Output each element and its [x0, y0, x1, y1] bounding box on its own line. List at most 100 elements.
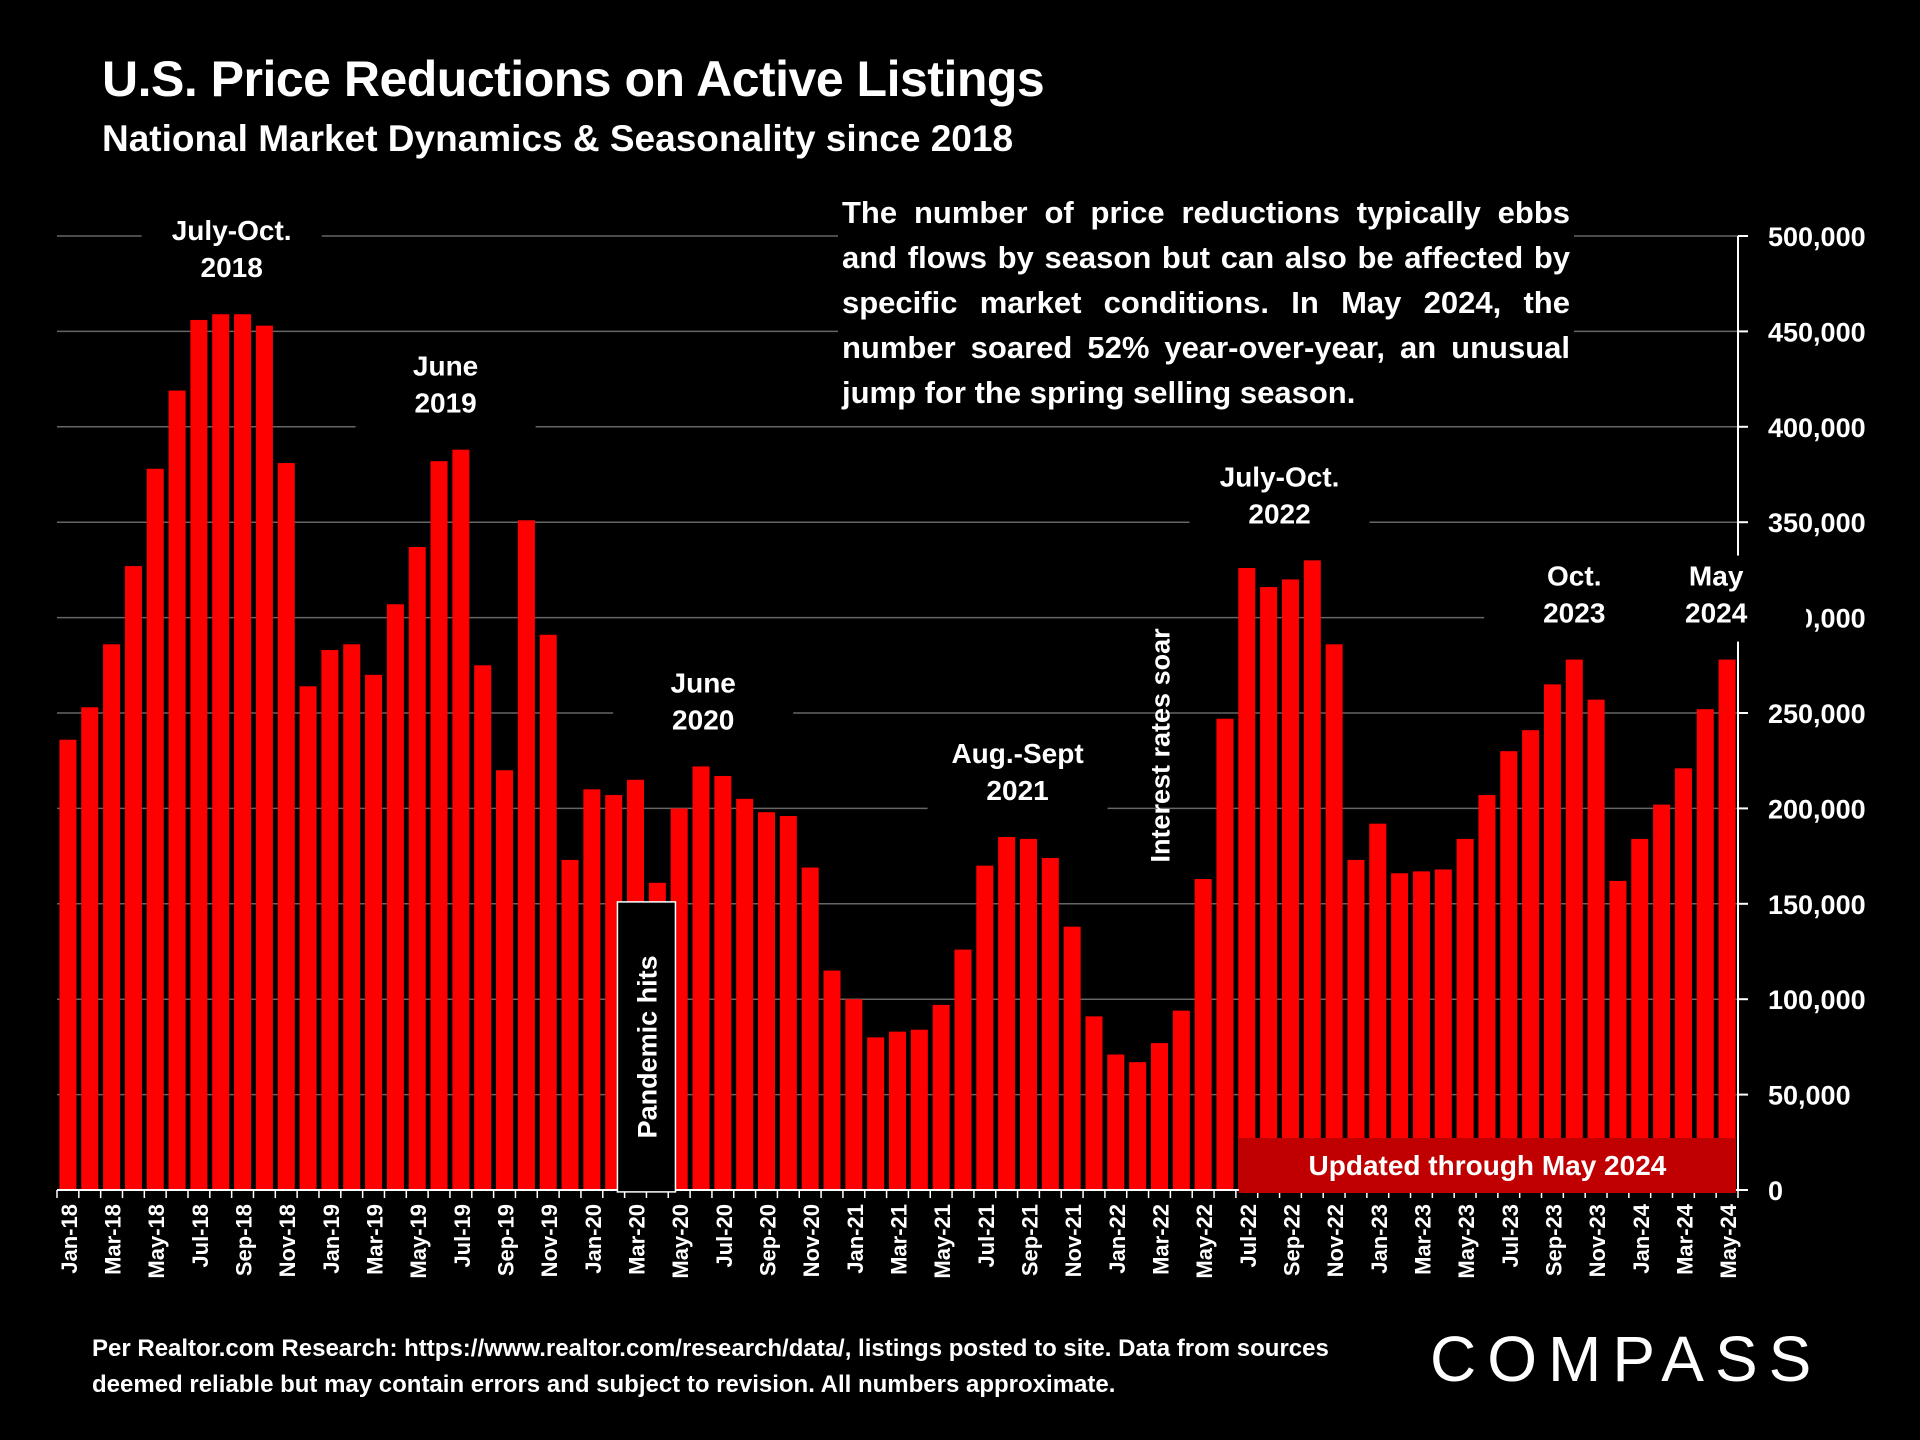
bar-sep-18	[234, 314, 252, 1190]
bar-apr-19	[386, 604, 404, 1190]
x-tick-label: Jan-22	[1105, 1204, 1130, 1274]
annotation-label: July-Oct.	[1220, 461, 1340, 492]
y-tick-label: 0	[1768, 1176, 1783, 1206]
annotation-label: 2022	[1248, 498, 1310, 529]
x-tick-label: Nov-19	[537, 1204, 562, 1277]
bar-may-18	[146, 468, 164, 1190]
annotation-label: 2018	[201, 252, 263, 283]
annotation-backdrop	[355, 345, 536, 432]
bar-jul-20	[714, 775, 732, 1190]
x-tick-label: Sep-23	[1541, 1204, 1566, 1276]
x-tick-label: Sep-22	[1279, 1204, 1304, 1276]
x-tick-label: Nov-20	[799, 1204, 824, 1277]
bar-may-21	[932, 1004, 950, 1190]
bar-jun-23	[1478, 795, 1496, 1190]
annotation-backdrop	[141, 210, 322, 297]
x-tick-label: Jan-18	[57, 1204, 82, 1274]
x-tick-label: Sep-18	[232, 1204, 257, 1276]
banner-label: Updated through May 2024	[1309, 1150, 1667, 1181]
x-tick-label: Jul-18	[188, 1204, 213, 1268]
annotation-label: 2020	[672, 704, 734, 735]
y-tick-label: 200,000	[1768, 794, 1866, 824]
x-tick-label: Nov-18	[275, 1204, 300, 1277]
bar-sep-22	[1281, 579, 1299, 1190]
x-tick-label: Nov-22	[1323, 1204, 1348, 1277]
x-tick-label: Jul-21	[974, 1204, 999, 1268]
x-tick-label: May-21	[930, 1204, 955, 1279]
bar-jul-19	[452, 449, 470, 1190]
annotation-backdrop	[1189, 456, 1370, 543]
event-labels: Pandemic hits Interest rates soar	[616, 628, 1175, 1193]
banner-background	[1238, 1138, 1736, 1193]
bar-feb-23	[1391, 873, 1409, 1190]
bar-nov-18	[277, 463, 295, 1190]
chart-subtitle: National Market Dynamics & Seasonality s…	[102, 118, 1014, 159]
annotation-label: June	[413, 351, 478, 382]
bar-mar-23	[1412, 871, 1430, 1190]
bar-jul-18	[190, 319, 208, 1190]
callout-text: The number of price reductions typically…	[838, 190, 1574, 415]
y-tick-label: 50,000	[1768, 1081, 1851, 1111]
price-reductions-bar-chart: Jan-18 Mar-18 May-18 Jul-18 Sep-18 Nov-18 Jan-…	[56, 210, 1866, 1279]
bar-apr-23	[1434, 869, 1452, 1190]
y-axis-tick-labels: 050,000100,000150,000200,000250,000300,0…	[1768, 222, 1866, 1206]
annotation-label: 2021	[986, 775, 1048, 806]
x-tick-label: Jul-19	[450, 1204, 475, 1268]
bar-feb-21	[867, 1037, 885, 1190]
x-tick-label: Jul-20	[712, 1204, 737, 1268]
annotation-label: 2024	[1685, 598, 1748, 629]
bar-dec-18	[299, 686, 317, 1190]
bar-nov-19	[539, 634, 557, 1190]
x-tick-label: May-23	[1454, 1204, 1479, 1279]
bar-aug-18	[212, 314, 230, 1190]
bar-jul-23	[1500, 751, 1518, 1190]
y-tick-label: 250,000	[1768, 699, 1866, 729]
bar-nov-20	[801, 867, 819, 1190]
annotation-label: Oct.	[1547, 561, 1601, 592]
peak-annotations: July-Oct. 2018 June 2019 June 2020 Aug.-Sept 20…	[141, 210, 1807, 820]
bar-nov-23	[1587, 699, 1605, 1190]
x-tick-label: May-18	[144, 1204, 169, 1279]
x-tick-label: Mar-21	[887, 1204, 912, 1275]
bar-oct-22	[1303, 560, 1321, 1190]
bar-jun-22	[1216, 718, 1234, 1190]
bar-feb-19	[343, 644, 361, 1190]
bar-apr-24	[1696, 709, 1714, 1190]
bar-nov-22	[1325, 644, 1343, 1190]
bar-may-19	[408, 547, 426, 1190]
bar-mar-22	[1150, 1043, 1168, 1190]
bar-oct-21	[1041, 858, 1059, 1190]
bar-jan-20	[583, 789, 601, 1190]
bar-dec-20	[823, 970, 841, 1190]
bar-jan-22	[1107, 1054, 1125, 1190]
bar-oct-23	[1565, 659, 1583, 1190]
bar-sep-23	[1543, 684, 1561, 1190]
bar-sep-21	[1019, 838, 1038, 1190]
annotation-label: May	[1689, 561, 1744, 592]
x-tick-label: May-22	[1192, 1204, 1217, 1279]
y-tick-label: 350,000	[1768, 508, 1866, 538]
y-tick-label: 100,000	[1768, 985, 1866, 1015]
x-tick-label: Mar-22	[1148, 1204, 1173, 1275]
x-tick-label: Jan-19	[319, 1204, 344, 1274]
bar-may-24	[1718, 659, 1736, 1190]
event-label-box	[616, 901, 677, 1193]
event-label: Pandemic hits	[632, 955, 662, 1138]
bar-apr-21	[910, 1029, 928, 1190]
bar-aug-21	[998, 837, 1016, 1190]
y-tick-label: 450,000	[1768, 317, 1866, 347]
x-tick-label: May-19	[406, 1204, 431, 1279]
bar-jun-21	[954, 949, 972, 1190]
bar-may-22	[1194, 878, 1212, 1190]
bar-aug-23	[1522, 730, 1540, 1190]
bar-sep-20	[757, 812, 776, 1190]
bar-dec-22	[1347, 859, 1365, 1190]
bar-oct-20	[779, 816, 797, 1190]
x-tick-label: Jan-21	[843, 1204, 868, 1274]
bar-mar-24	[1674, 768, 1692, 1190]
x-tick-label: Jan-20	[581, 1204, 606, 1274]
annotation-backdrop	[1626, 555, 1807, 642]
bar-aug-20	[736, 798, 754, 1190]
x-tick-label: Sep-19	[494, 1204, 519, 1276]
bar-jun-20	[692, 766, 710, 1190]
